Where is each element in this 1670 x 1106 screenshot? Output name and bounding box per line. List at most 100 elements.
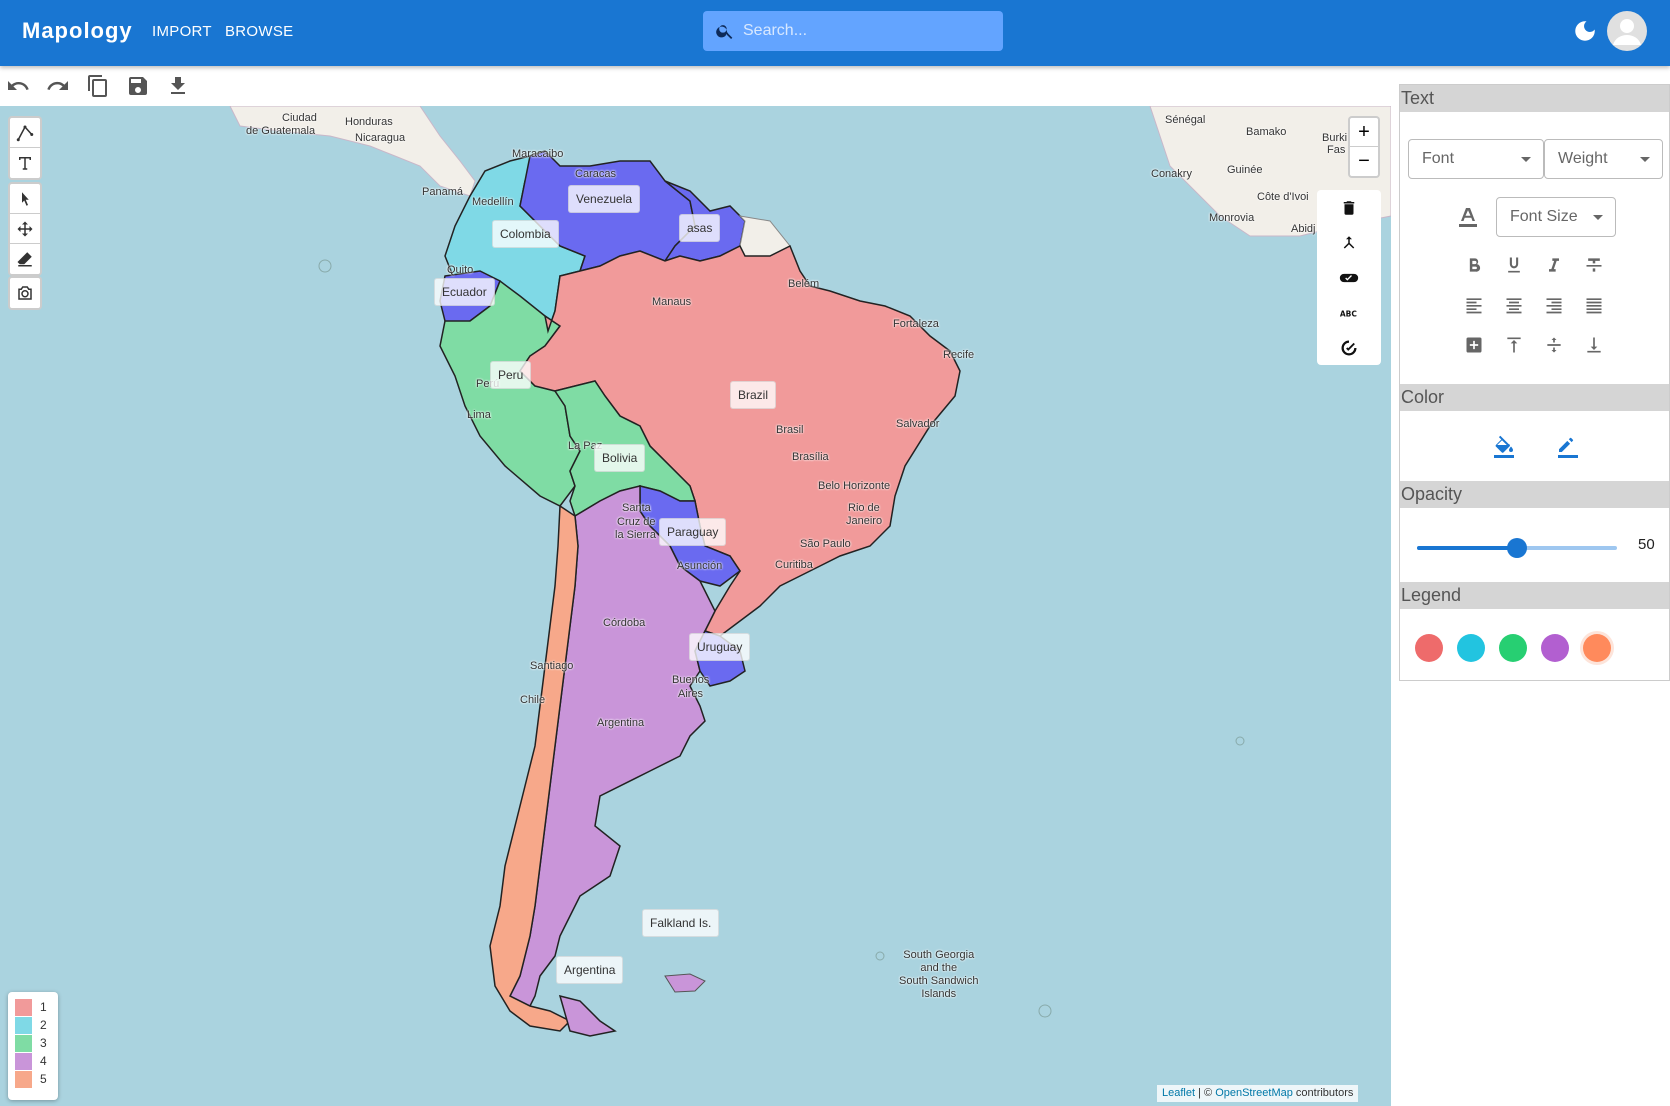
legend-label: 5 bbox=[40, 1072, 47, 1086]
country-tag-peru[interactable]: Peru bbox=[490, 361, 532, 389]
align-middle-button[interactable] bbox=[1542, 333, 1566, 357]
country-tag-asas[interactable]: asas bbox=[679, 214, 721, 242]
stroke-color-icon[interactable] bbox=[1556, 435, 1580, 459]
copy-icon[interactable] bbox=[86, 74, 110, 98]
abc-tool[interactable]: ABC bbox=[1317, 295, 1381, 330]
dark-mode-icon[interactable] bbox=[1572, 18, 1598, 44]
map-label: Cruz de bbox=[617, 516, 656, 528]
redo-icon[interactable] bbox=[46, 74, 70, 98]
country-tag-uruguay[interactable]: Uruguay bbox=[689, 633, 751, 661]
opacity-slider[interactable] bbox=[1417, 538, 1617, 558]
map-label: Ciudad bbox=[282, 112, 317, 124]
search-input[interactable] bbox=[743, 11, 993, 51]
font-select[interactable]: Font bbox=[1408, 139, 1544, 179]
align-right-button[interactable] bbox=[1542, 293, 1566, 317]
map-label: Recife bbox=[943, 349, 975, 361]
map-label: Argentina bbox=[597, 717, 645, 729]
underline-button[interactable] bbox=[1502, 253, 1526, 277]
weight-select[interactable]: Weight bbox=[1544, 139, 1663, 179]
country-tag-falkland[interactable]: Falkland Is. bbox=[642, 909, 720, 937]
legend-color-5[interactable] bbox=[1583, 634, 1611, 662]
map-label: Fortaleza bbox=[893, 318, 939, 330]
user-avatar[interactable] bbox=[1607, 11, 1647, 51]
screenshot-tool[interactable] bbox=[10, 278, 40, 308]
country-tag-ecuador[interactable]: Ecuador bbox=[434, 278, 495, 306]
map-label: Lima bbox=[467, 409, 491, 421]
align-top-button[interactable] bbox=[1502, 333, 1526, 357]
map-label: Brasília bbox=[792, 451, 829, 463]
label-toggle-tool[interactable] bbox=[1317, 260, 1381, 295]
map-attribution: Leaflet | © OpenStreetMap contributors bbox=[1157, 1085, 1359, 1102]
legend-row: 5 bbox=[15, 1070, 51, 1088]
underline-icon bbox=[1508, 257, 1520, 273]
legend-swatch bbox=[15, 1034, 32, 1052]
merge-tool[interactable] bbox=[1317, 225, 1381, 260]
align-top-icon bbox=[1507, 337, 1521, 353]
app-brand[interactable]: Mapology bbox=[22, 18, 133, 43]
legend-color-2[interactable] bbox=[1457, 634, 1485, 662]
align-justify-button[interactable] bbox=[1582, 293, 1606, 317]
camera-toolbar bbox=[8, 276, 42, 310]
search-box[interactable] bbox=[703, 11, 1003, 51]
section-color-header: Color bbox=[1400, 384, 1669, 411]
align-bottom-button[interactable] bbox=[1582, 333, 1606, 357]
paint-check-icon bbox=[1341, 340, 1357, 355]
polyline-tool[interactable] bbox=[10, 118, 40, 148]
text-icon bbox=[19, 157, 31, 170]
legend-color-1[interactable] bbox=[1415, 634, 1443, 662]
erase-tool[interactable] bbox=[10, 244, 40, 274]
delete-tool[interactable] bbox=[1317, 190, 1381, 225]
move-tool[interactable] bbox=[10, 214, 40, 244]
legend-color-4[interactable] bbox=[1541, 634, 1569, 662]
legend-color-3[interactable] bbox=[1499, 634, 1527, 662]
move-icon bbox=[17, 221, 33, 236]
add-box-button[interactable] bbox=[1462, 333, 1486, 357]
style-tool[interactable] bbox=[1317, 330, 1381, 365]
nav-import[interactable]: IMPORT bbox=[152, 23, 212, 40]
country-tag-bolivia[interactable]: Bolivia bbox=[594, 444, 646, 472]
italic-button[interactable] bbox=[1542, 253, 1566, 277]
save-icon[interactable] bbox=[126, 74, 150, 98]
align-center-button[interactable] bbox=[1502, 293, 1526, 317]
opacity-slider-thumb[interactable] bbox=[1507, 538, 1527, 558]
country-tag-brazil[interactable]: Brazil bbox=[730, 381, 777, 409]
map-canvas[interactable]: Ciudad de Guatemala Honduras Nicaragua P… bbox=[0, 106, 1391, 1106]
style-panel: Text Font Weight Font Size Color Opacity… bbox=[1399, 84, 1670, 681]
leaflet-link[interactable]: Leaflet bbox=[1162, 1087, 1196, 1099]
merge-icon bbox=[1343, 235, 1355, 249]
chevron-down-icon bbox=[1521, 157, 1531, 162]
legend-label: 1 bbox=[40, 1000, 47, 1014]
map-label: Burki bbox=[1322, 132, 1348, 144]
map-label: Santa bbox=[622, 502, 651, 514]
legend-row: 2 bbox=[15, 1016, 51, 1034]
opacity-slider-fill bbox=[1417, 546, 1517, 550]
align-justify-icon bbox=[1586, 298, 1602, 314]
map-label: Guinée bbox=[1227, 164, 1263, 176]
zoom-out-button[interactable]: − bbox=[1358, 150, 1370, 172]
map-label: Córdoba bbox=[603, 617, 646, 629]
map-label: la Sierra bbox=[615, 529, 656, 541]
text-color-icon[interactable] bbox=[1456, 205, 1480, 229]
download-icon[interactable] bbox=[166, 74, 190, 98]
country-tag-colombia[interactable]: Colombia bbox=[492, 220, 559, 248]
nav-browse[interactable]: BROWSE bbox=[225, 23, 294, 40]
osm-link[interactable]: OpenStreetMap bbox=[1215, 1087, 1293, 1099]
country-tag-venezuela[interactable]: Venezuela bbox=[568, 185, 641, 213]
undo-icon[interactable] bbox=[6, 74, 30, 98]
text-tool[interactable] bbox=[10, 148, 40, 178]
map-label: Chile bbox=[520, 694, 546, 706]
weight-select-label: Weight bbox=[1558, 150, 1608, 167]
edit-tool[interactable] bbox=[10, 184, 40, 214]
add-box-icon bbox=[1466, 337, 1482, 353]
account-icon bbox=[1613, 19, 1641, 45]
font-size-select[interactable]: Font Size bbox=[1496, 197, 1616, 237]
country-tag-argentina[interactable]: Argentina bbox=[556, 956, 624, 984]
legend-row: 4 bbox=[15, 1052, 51, 1070]
edit-vertices-icon bbox=[22, 191, 29, 206]
bold-button[interactable] bbox=[1462, 253, 1486, 277]
strikethrough-button[interactable] bbox=[1582, 253, 1606, 277]
country-tag-paraguay[interactable]: Paraguay bbox=[659, 518, 727, 546]
zoom-in-button[interactable]: + bbox=[1350, 118, 1378, 147]
align-left-button[interactable] bbox=[1462, 293, 1486, 317]
fill-color-icon[interactable] bbox=[1492, 435, 1516, 459]
